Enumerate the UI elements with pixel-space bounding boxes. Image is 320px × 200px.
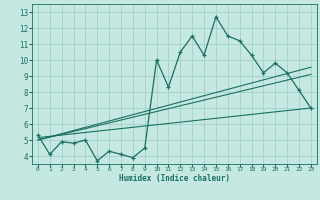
X-axis label: Humidex (Indice chaleur): Humidex (Indice chaleur) bbox=[119, 174, 230, 183]
